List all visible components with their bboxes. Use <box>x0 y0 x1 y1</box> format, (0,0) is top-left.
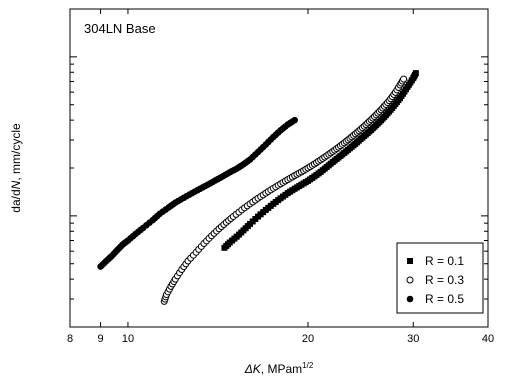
x-axis-ticks <box>69 9 489 327</box>
marker-r05 <box>291 116 298 124</box>
legend-markers <box>406 258 414 303</box>
legend-marker-r01 <box>407 258 413 264</box>
x-tick-label: 30 <box>407 333 419 345</box>
x-tick-label: 10 <box>122 333 134 345</box>
marker-r03 <box>400 75 408 83</box>
data-markers <box>97 70 419 305</box>
x-axis-title: ΔK, MPam1/2 <box>244 361 314 376</box>
x-tick-label: 40 <box>482 333 494 345</box>
marker-r01 <box>412 70 419 77</box>
x-tick-label: 8 <box>67 333 73 345</box>
legend-label-r05: R = 0.5 <box>425 292 464 306</box>
legend-marker-r03 <box>406 276 414 284</box>
y-axis-title: da/dN, mm/cycle <box>9 123 23 213</box>
x-tick-label: 9 <box>98 333 104 345</box>
legend-marker-r05 <box>406 295 414 303</box>
legend-label-r01: R = 0.1 <box>425 254 464 268</box>
x-tick-label: 20 <box>302 333 314 345</box>
y-axis-ticks <box>70 8 488 328</box>
chart-annotation: 304LN Base <box>84 21 156 36</box>
legend: R = 0.1 R = 0.3 R = 0.5 <box>396 242 484 314</box>
x-axis-tick-labels: 8 9 10 20 30 40 <box>67 333 494 345</box>
legend-label-r03: R = 0.3 <box>425 273 464 287</box>
